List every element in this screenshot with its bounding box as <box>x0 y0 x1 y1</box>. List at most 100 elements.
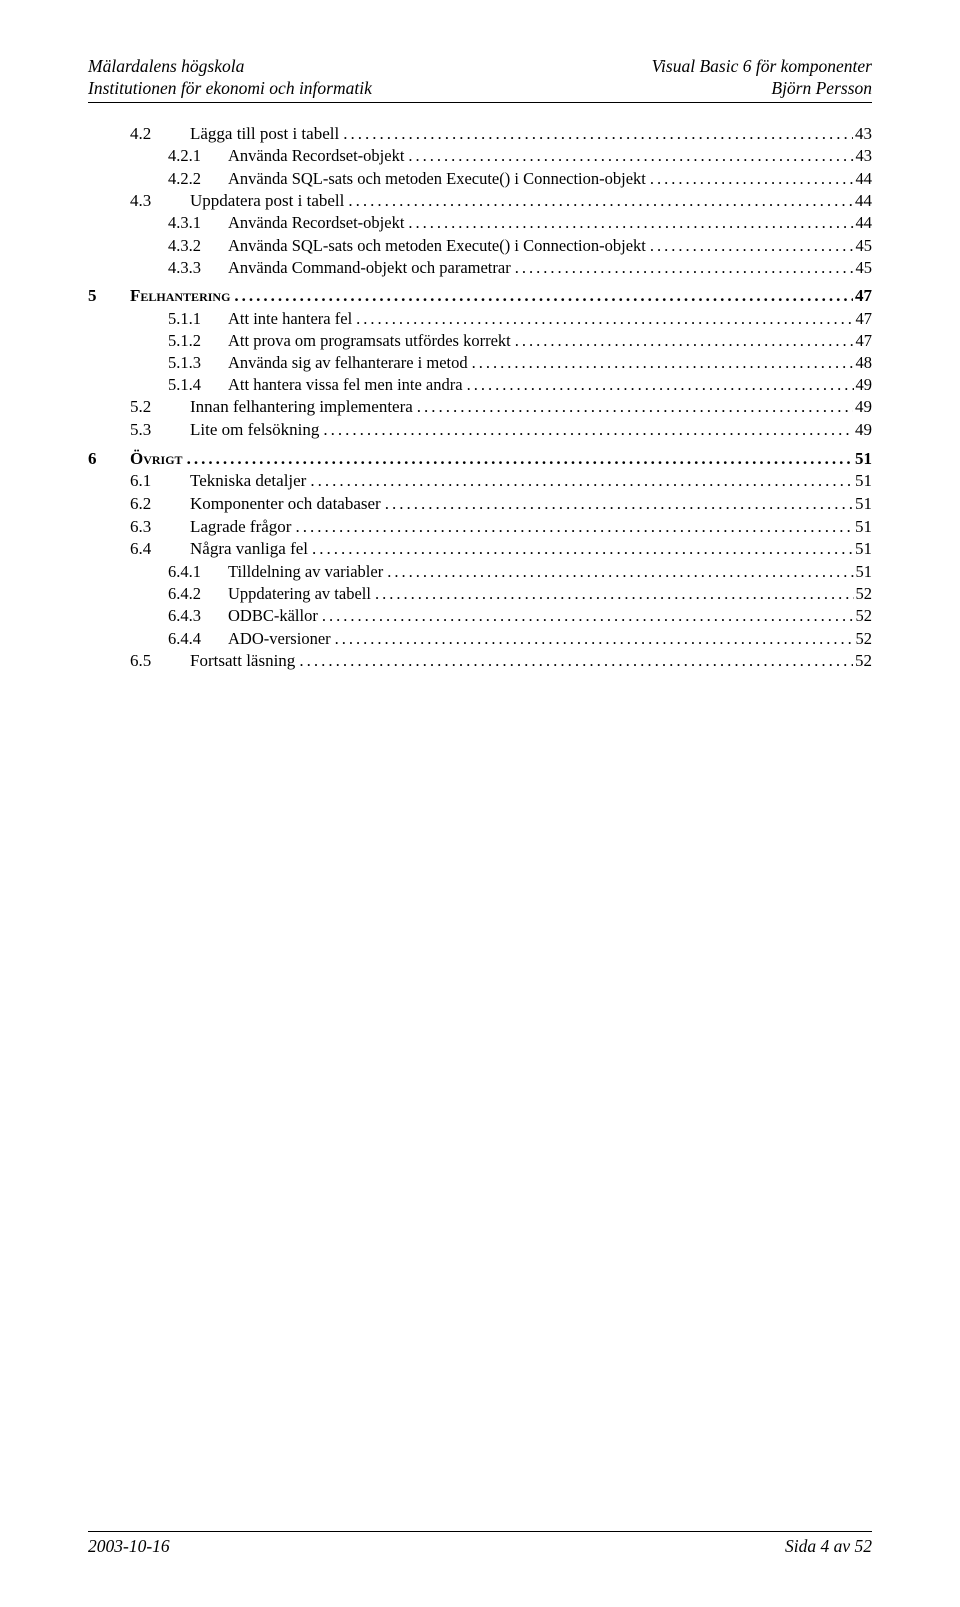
toc-number: 5.1.4 <box>88 375 228 395</box>
toc-label: Uppdatering av tabell <box>228 584 371 604</box>
toc-label: ADO-versioner <box>228 629 331 649</box>
toc-number: 4.2 <box>88 124 190 145</box>
toc-page: 44 <box>853 191 872 212</box>
toc-entry: 6.3Lagrade frågor.......................… <box>88 516 872 539</box>
toc-page: 52 <box>854 606 873 626</box>
toc-number: 6.4.4 <box>88 629 228 649</box>
toc-leader-dots: ........................................… <box>381 494 853 515</box>
toc-entry: 6.5Fortsatt läsning.....................… <box>88 650 872 673</box>
toc-number: 6 <box>88 449 130 470</box>
toc-page: 43 <box>853 124 872 145</box>
toc-number: 5 <box>88 286 130 307</box>
header-author: Björn Persson <box>652 78 872 100</box>
toc-entry: 4.2.1Använda Recordset-objekt...........… <box>88 145 872 167</box>
toc-entry: 5.1.3Använda sig av felhanterare i metod… <box>88 352 872 374</box>
table-of-contents: 4.2Lägga till post i tabell.............… <box>88 123 872 673</box>
toc-entry: 6.4.2Uppdatering av tabell..............… <box>88 583 872 605</box>
header-right: Visual Basic 6 för komponenter Björn Per… <box>652 56 872 100</box>
toc-label: Att inte hantera fel <box>228 309 352 329</box>
toc-leader-dots: ........................................… <box>463 375 854 395</box>
toc-page: 51 <box>853 517 872 538</box>
toc-number: 5.2 <box>88 397 190 418</box>
toc-number: 4.3.1 <box>88 213 228 233</box>
toc-number: 6.3 <box>88 517 190 538</box>
toc-entry: 6.4.1Tilldelning av variabler...........… <box>88 561 872 583</box>
toc-entry: 5.1.2Att prova om programsats utfördes k… <box>88 330 872 352</box>
toc-page: 47 <box>854 331 873 351</box>
toc-number: 6.2 <box>88 494 190 515</box>
page-header: Mälardalens högskola Institutionen för e… <box>88 56 872 103</box>
toc-page: 51 <box>853 471 872 492</box>
toc-entry: 5.3Lite om felsökning...................… <box>88 419 872 442</box>
toc-entry: 4.3.1Använda Recordset-objekt...........… <box>88 212 872 234</box>
toc-label: Innan felhantering implementera <box>190 397 413 418</box>
toc-page: 48 <box>854 353 873 373</box>
toc-entry: 6.4Några vanliga fel....................… <box>88 538 872 561</box>
toc-leader-dots: ........................................… <box>291 517 853 538</box>
toc-label: Använda sig av felhanterare i metod <box>228 353 468 373</box>
toc-number: 5.1.2 <box>88 331 228 351</box>
toc-entry: 5.1.4Att hantera vissa fel men inte andr… <box>88 374 872 396</box>
header-institution: Mälardalens högskola <box>88 56 372 78</box>
toc-page: 52 <box>854 629 873 649</box>
toc-page: 45 <box>854 258 873 278</box>
toc-label: Felhantering <box>130 286 230 307</box>
toc-label: Fortsatt läsning <box>190 651 295 672</box>
toc-number: 6.5 <box>88 651 190 672</box>
toc-label: Lite om felsökning <box>190 420 319 441</box>
footer-date: 2003-10-16 <box>88 1536 170 1557</box>
footer-page-number: Sida 4 av 52 <box>785 1536 872 1557</box>
toc-page: 47 <box>853 286 872 307</box>
toc-page: 49 <box>853 420 872 441</box>
toc-number: 4.2.1 <box>88 146 228 166</box>
toc-label: Komponenter och databaser <box>190 494 381 515</box>
toc-leader-dots: ........................................… <box>468 353 854 373</box>
toc-page: 51 <box>854 562 873 582</box>
toc-label: Tekniska detaljer <box>190 471 306 492</box>
toc-number: 6.1 <box>88 471 190 492</box>
toc-label: Att prova om programsats utfördes korrek… <box>228 331 511 351</box>
toc-leader-dots: ........................................… <box>646 236 854 256</box>
toc-number: 6.4.1 <box>88 562 228 582</box>
toc-entry: 4.3Uppdatera post i tabell..............… <box>88 190 872 213</box>
toc-page: 47 <box>854 309 873 329</box>
header-course: Visual Basic 6 för komponenter <box>652 56 872 78</box>
toc-leader-dots: ........................................… <box>339 124 853 145</box>
toc-leader-dots: ........................................… <box>383 562 853 582</box>
toc-page: 43 <box>854 146 873 166</box>
page-footer: 2003-10-16 Sida 4 av 52 <box>88 1531 872 1557</box>
toc-label: Använda SQL-sats och metoden Execute() i… <box>228 169 646 189</box>
toc-entry: 5Felhantering...........................… <box>88 285 872 308</box>
toc-number: 4.3 <box>88 191 190 212</box>
toc-entry: 6.2Komponenter och databaser............… <box>88 493 872 516</box>
toc-leader-dots: ........................................… <box>308 539 853 560</box>
toc-label: ODBC-källor <box>228 606 318 626</box>
toc-page: 52 <box>853 651 872 672</box>
toc-number: 5.3 <box>88 420 190 441</box>
toc-leader-dots: ........................................… <box>371 584 854 604</box>
toc-leader-dots: ........................................… <box>413 397 853 418</box>
toc-label: Lägga till post i tabell <box>190 124 339 145</box>
toc-leader-dots: ........................................… <box>404 213 853 233</box>
toc-leader-dots: ........................................… <box>344 191 853 212</box>
toc-page: 51 <box>853 494 872 515</box>
toc-number: 6.4.2 <box>88 584 228 604</box>
toc-label: Tilldelning av variabler <box>228 562 383 582</box>
toc-page: 52 <box>854 584 873 604</box>
header-department: Institutionen för ekonomi och informatik <box>88 78 372 100</box>
toc-entry: 6.4.4ADO-versioner......................… <box>88 628 872 650</box>
toc-entry: 6.1Tekniska detaljer....................… <box>88 470 872 493</box>
toc-label: Använda Recordset-objekt <box>228 213 404 233</box>
toc-entry: 4.2.2Använda SQL-sats och metoden Execut… <box>88 168 872 190</box>
toc-number: 5.1.1 <box>88 309 228 329</box>
toc-leader-dots: ........................................… <box>352 309 853 329</box>
toc-number: 6.4.3 <box>88 606 228 626</box>
toc-label: Att hantera vissa fel men inte andra <box>228 375 463 395</box>
toc-page: 44 <box>854 213 873 233</box>
toc-page: 45 <box>854 236 873 256</box>
toc-page: 51 <box>853 539 872 560</box>
toc-leader-dots: ........................................… <box>331 629 854 649</box>
toc-leader-dots: ........................................… <box>319 420 853 441</box>
toc-leader-dots: ........................................… <box>183 449 853 470</box>
toc-number: 6.4 <box>88 539 190 560</box>
